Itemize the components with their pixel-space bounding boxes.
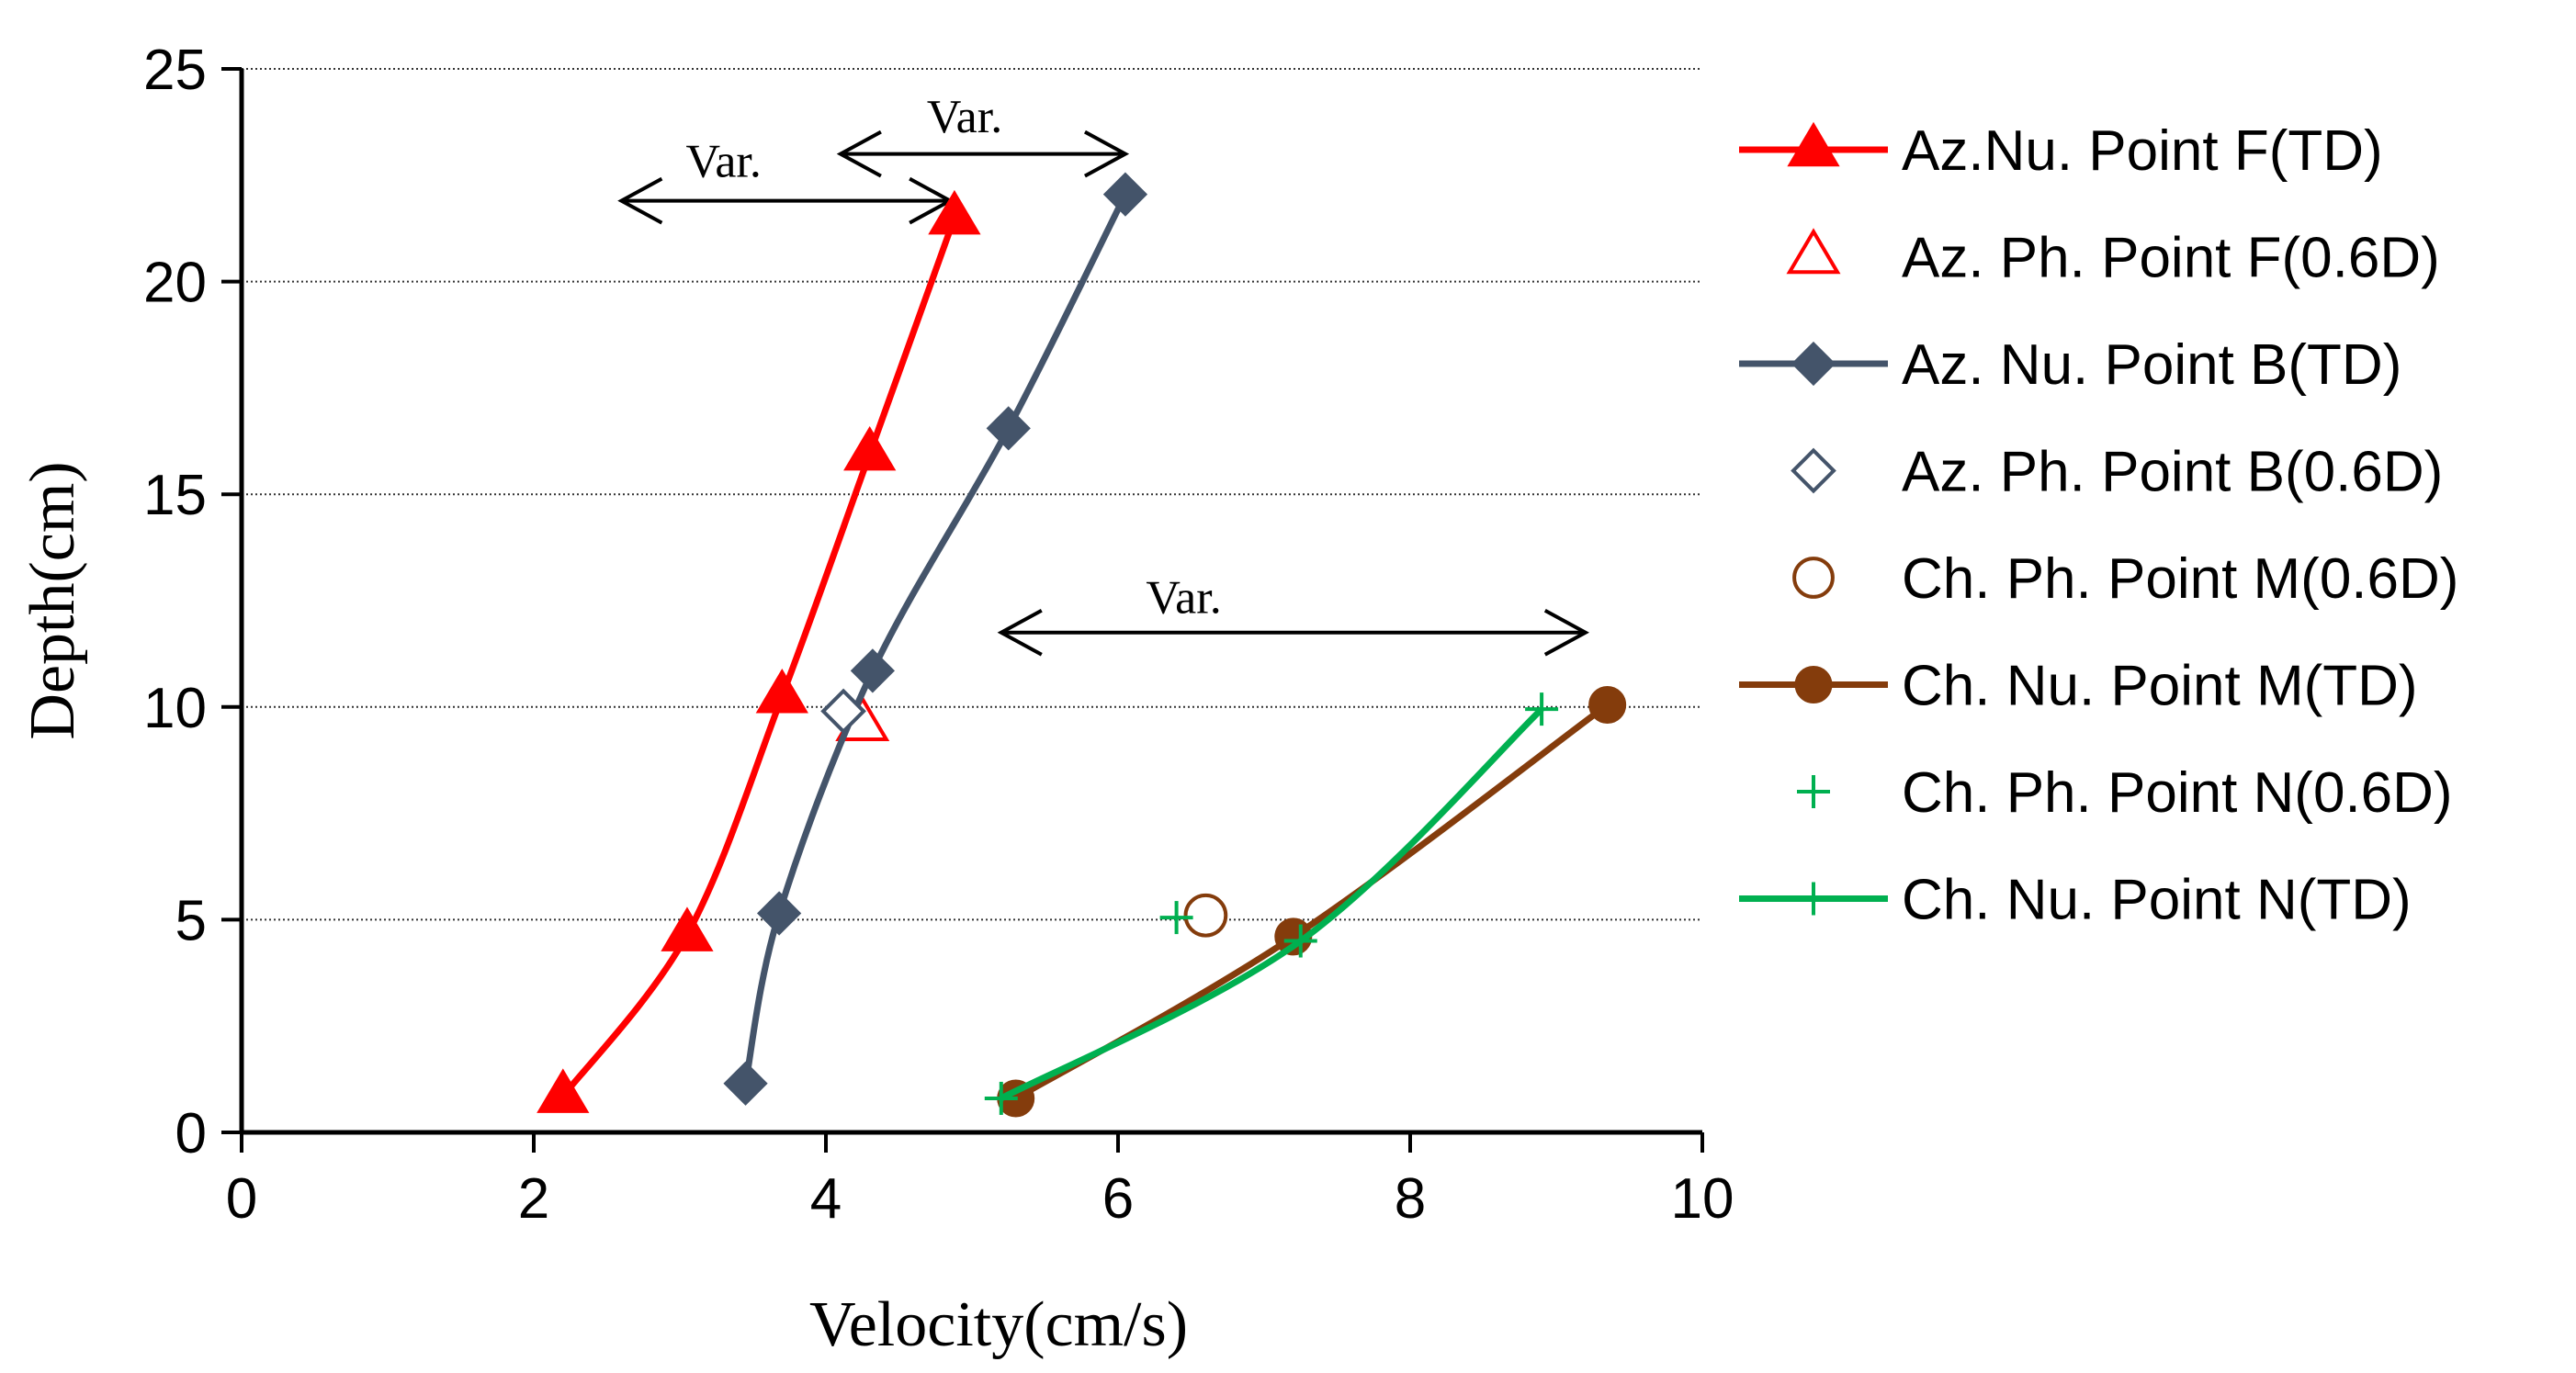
- legend-label: Az.Nu. Point F(TD): [1902, 119, 2383, 183]
- legend-item-6: Ch. Ph. Point N(0.6D): [1797, 761, 2453, 825]
- series-marker: [1786, 228, 1841, 275]
- annotations: Var. Var. Var.: [617, 91, 1589, 657]
- series-marker: [723, 1061, 768, 1106]
- series-marker: [756, 891, 802, 936]
- series-marker: [1525, 692, 1559, 726]
- y-tick-label: 0: [175, 1102, 207, 1165]
- y-tick-label: 25: [143, 39, 207, 102]
- x-tick-label: 2: [518, 1167, 549, 1231]
- legend-label: Ch. Nu. Point M(TD): [1902, 655, 2418, 718]
- series-marker: [986, 406, 1031, 451]
- series-marker: [928, 189, 981, 235]
- legend-item-1: Az. Ph. Point F(0.6D): [1786, 227, 2440, 290]
- series-4: [1183, 893, 1228, 938]
- legend-item-3: Az. Ph. Point B(0.6D): [1791, 441, 2443, 504]
- series-marker: [537, 1068, 590, 1113]
- series-marker: [1102, 172, 1148, 217]
- series-marker: [1797, 775, 1830, 808]
- x-tick-label: 0: [226, 1167, 257, 1231]
- series-marker: [1791, 341, 1836, 387]
- series-6: [1159, 901, 1193, 935]
- series-line: [1000, 706, 1544, 1102]
- y-tick-label: 15: [143, 464, 207, 527]
- series-3: [820, 688, 866, 735]
- annotation-arrowhead-left: [617, 176, 663, 225]
- annotation-0: Var.: [617, 136, 955, 225]
- series-7: [984, 692, 1559, 1115]
- series-2: [723, 172, 1148, 1106]
- legend-item-0: Az.Nu. Point F(TD): [1739, 119, 2383, 183]
- x-tick-label: 8: [1395, 1167, 1426, 1231]
- annotation-arrowhead-left: [836, 129, 882, 178]
- series-marker: [1792, 557, 1835, 599]
- series-line: [1013, 702, 1610, 1101]
- x-tick-label: 4: [810, 1167, 842, 1231]
- series-marker: [1787, 121, 1840, 167]
- series-marker: [843, 425, 897, 471]
- y-tick-label: 5: [175, 889, 207, 952]
- x-tick-label: 6: [1102, 1167, 1134, 1231]
- annotation-arrowhead-left: [997, 608, 1043, 657]
- x-axis-title: Velocity(cm/s): [809, 1289, 1188, 1360]
- series-marker: [1791, 447, 1836, 494]
- legend: Az.Nu. Point F(TD) Az. Ph. Point F(0.6D) A…: [1739, 119, 2458, 932]
- annotation-1: Var.: [836, 91, 1130, 178]
- series-line: [560, 216, 958, 1098]
- legend-item-4: Ch. Ph. Point M(0.6D): [1792, 547, 2458, 611]
- legend-label: Ch. Ph. Point M(0.6D): [1902, 547, 2458, 611]
- y-axis-title: Depth(cm): [17, 461, 88, 739]
- series-marker: [1183, 893, 1228, 938]
- legend-label: Az. Nu. Point B(TD): [1902, 333, 2401, 397]
- series-0: [537, 189, 981, 1113]
- annotation-label: Var.: [927, 91, 1002, 143]
- series-marker: [1588, 685, 1627, 724]
- legend-label: Ch. Nu. Point N(TD): [1902, 869, 2412, 932]
- annotation-label: Var.: [686, 136, 762, 188]
- legend-label: Az. Ph. Point F(0.6D): [1902, 227, 2440, 290]
- series-marker: [820, 688, 866, 735]
- series-marker: [1797, 882, 1830, 916]
- legend-item-2: Az. Nu. Point B(TD): [1739, 333, 2401, 397]
- annotation-arrowhead-right: [1083, 129, 1130, 178]
- legend-label: Ch. Ph. Point N(0.6D): [1902, 761, 2453, 825]
- series-marker: [1283, 924, 1317, 958]
- series-marker: [661, 906, 714, 951]
- y-tick-label: 10: [143, 677, 207, 740]
- annotation-2: Var.: [997, 571, 1589, 657]
- series-marker: [1159, 901, 1193, 935]
- annotation-label: Var.: [1146, 571, 1221, 624]
- series-group: [537, 172, 1627, 1118]
- series-marker: [1794, 666, 1833, 703]
- series-marker: [850, 648, 896, 693]
- series-marker: [984, 1081, 1018, 1115]
- x-tick-label: 10: [1671, 1167, 1734, 1231]
- series-marker: [755, 668, 808, 714]
- y-tick-label: 20: [143, 252, 207, 315]
- legend-label: Az. Ph. Point B(0.6D): [1902, 441, 2443, 504]
- legend-item-5: Ch. Nu. Point M(TD): [1739, 655, 2418, 718]
- axes: 0 5 10 15 20 25 0 2 4 6 8 10: [143, 39, 1734, 1231]
- legend-item-7: Ch. Nu. Point N(TD): [1739, 869, 2412, 932]
- annotation-arrowhead-right: [1543, 608, 1589, 657]
